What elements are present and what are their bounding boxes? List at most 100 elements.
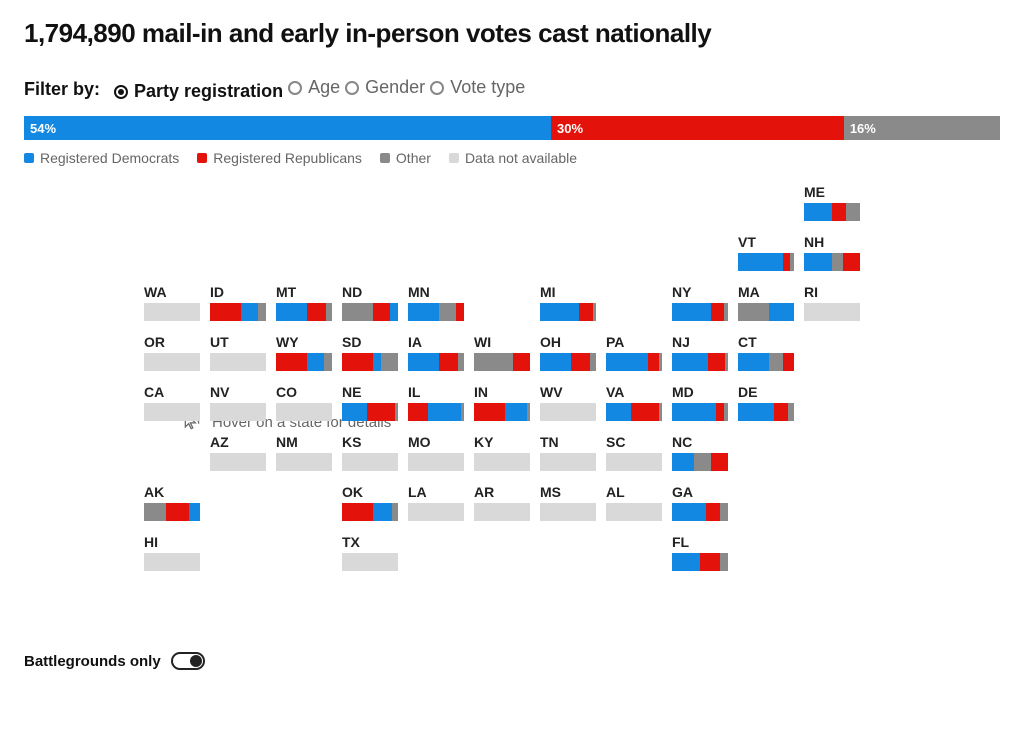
state-bar-seg-rep	[276, 353, 307, 371]
state-mn[interactable]: MN	[408, 284, 464, 321]
state-bar	[540, 403, 596, 421]
state-bar-seg-other	[381, 353, 398, 371]
national-bar-seg-dem: 54%	[24, 116, 551, 140]
state-bar	[408, 303, 464, 321]
state-ne[interactable]: NE	[342, 384, 398, 421]
state-bar-seg-dem	[189, 503, 200, 521]
state-oh[interactable]: OH	[540, 334, 596, 371]
state-code: NM	[276, 434, 332, 450]
state-bar	[804, 303, 860, 321]
filter-option-party-registration[interactable]: Party registration	[114, 81, 283, 102]
filter-option-vote-type[interactable]: Vote type	[430, 77, 525, 98]
state-nm[interactable]: NM	[276, 434, 332, 471]
legend-swatch	[449, 153, 459, 163]
state-ca[interactable]: CA	[144, 384, 200, 421]
legend-item: Data not available	[449, 150, 577, 166]
filter-option-age[interactable]: Age	[288, 77, 340, 98]
state-code: MI	[540, 284, 596, 300]
battlegrounds-label: Battlegrounds only	[24, 653, 161, 670]
battlegrounds-toggle[interactable]	[171, 652, 205, 670]
state-code: KY	[474, 434, 530, 450]
state-ar[interactable]: AR	[474, 484, 530, 521]
state-code: VT	[738, 234, 794, 250]
state-ms[interactable]: MS	[540, 484, 596, 521]
state-ok[interactable]: OK	[342, 484, 398, 521]
state-va[interactable]: VA	[606, 384, 662, 421]
state-ia[interactable]: IA	[408, 334, 464, 371]
state-bar	[738, 253, 794, 271]
legend-label: Other	[396, 150, 431, 166]
state-bar-seg-other	[590, 353, 596, 371]
state-bar-seg-other	[258, 303, 266, 321]
state-hi[interactable]: HI	[144, 534, 200, 571]
state-wv[interactable]: WV	[540, 384, 596, 421]
state-co[interactable]: CO	[276, 384, 332, 421]
state-fl[interactable]: FL	[672, 534, 728, 571]
state-la[interactable]: LA	[408, 484, 464, 521]
state-bar-seg-other	[458, 353, 464, 371]
state-bar	[342, 453, 398, 471]
state-bar-seg-dem	[672, 553, 700, 571]
state-ut[interactable]: UT	[210, 334, 266, 371]
state-bar	[738, 403, 794, 421]
state-code: NH	[804, 234, 860, 250]
state-nd[interactable]: ND	[342, 284, 398, 321]
state-bar	[144, 353, 200, 371]
state-code: NC	[672, 434, 728, 450]
state-ma[interactable]: MA	[738, 284, 794, 321]
state-bar-seg-dem	[738, 403, 774, 421]
state-al[interactable]: AL	[606, 484, 662, 521]
state-wy[interactable]: WY	[276, 334, 332, 371]
state-vt[interactable]: VT	[738, 234, 794, 271]
state-ga[interactable]: GA	[672, 484, 728, 521]
state-bar-seg-dem	[505, 403, 527, 421]
state-or[interactable]: OR	[144, 334, 200, 371]
state-tn[interactable]: TN	[540, 434, 596, 471]
state-bar-seg-other	[144, 503, 166, 521]
state-bar-seg-dem	[540, 353, 571, 371]
state-ky[interactable]: KY	[474, 434, 530, 471]
state-nj[interactable]: NJ	[672, 334, 728, 371]
state-bar-seg-rep	[843, 253, 860, 271]
state-bar-seg-other	[846, 203, 860, 221]
state-ri[interactable]: RI	[804, 284, 860, 321]
state-nc[interactable]: NC	[672, 434, 728, 471]
state-mt[interactable]: MT	[276, 284, 332, 321]
filter-option-gender[interactable]: Gender	[345, 77, 425, 98]
state-in[interactable]: IN	[474, 384, 530, 421]
state-bar-seg-other	[593, 303, 596, 321]
state-bar-seg-other	[724, 403, 728, 421]
state-ak[interactable]: AK	[144, 484, 200, 521]
state-me[interactable]: ME	[804, 184, 860, 221]
legend-label: Data not available	[465, 150, 577, 166]
state-code: SD	[342, 334, 398, 350]
state-code: HI	[144, 534, 200, 550]
state-nh[interactable]: NH	[804, 234, 860, 271]
state-bar	[342, 353, 398, 371]
state-tx[interactable]: TX	[342, 534, 398, 571]
state-code: CA	[144, 384, 200, 400]
national-bar-seg-rep: 30%	[551, 116, 844, 140]
state-bar-seg-other	[439, 303, 456, 321]
state-sc[interactable]: SC	[606, 434, 662, 471]
state-az[interactable]: AZ	[210, 434, 266, 471]
state-ny[interactable]: NY	[672, 284, 728, 321]
state-wi[interactable]: WI	[474, 334, 530, 371]
state-il[interactable]: IL	[408, 384, 464, 421]
state-bar-seg-rep	[706, 503, 720, 521]
state-bar-seg-rep	[783, 253, 790, 271]
state-wa[interactable]: WA	[144, 284, 200, 321]
state-de[interactable]: DE	[738, 384, 794, 421]
state-md[interactable]: MD	[672, 384, 728, 421]
state-ct[interactable]: CT	[738, 334, 794, 371]
filter-option-label: Gender	[365, 77, 425, 98]
state-mi[interactable]: MI	[540, 284, 596, 321]
state-nv[interactable]: NV	[210, 384, 266, 421]
state-bar	[474, 503, 530, 521]
state-bar-seg-rep	[342, 353, 373, 371]
state-pa[interactable]: PA	[606, 334, 662, 371]
state-id[interactable]: ID	[210, 284, 266, 321]
state-sd[interactable]: SD	[342, 334, 398, 371]
state-mo[interactable]: MO	[408, 434, 464, 471]
state-ks[interactable]: KS	[342, 434, 398, 471]
